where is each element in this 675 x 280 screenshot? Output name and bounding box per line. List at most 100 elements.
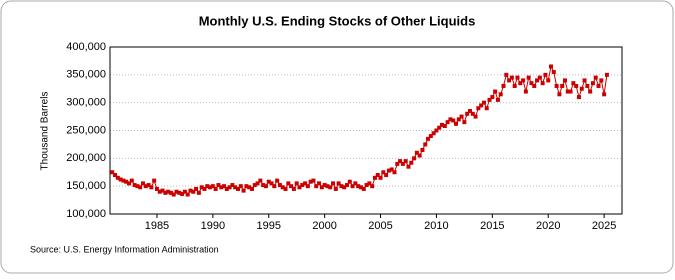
y-tick-label: 350,000 [66,69,106,81]
data-point [585,83,590,88]
data-point [364,183,369,188]
data-point [403,159,408,164]
data-point [238,184,243,189]
data-point [590,81,595,86]
data-point [157,189,162,194]
data-point [196,190,201,195]
data-point [314,184,319,189]
data-point [350,184,355,189]
data-point [230,183,235,188]
data-point [504,72,509,77]
data-point [305,184,310,189]
data-point [412,156,417,161]
data-point [339,184,344,189]
data-point [546,78,551,83]
data-point [216,183,221,188]
data-point [213,186,218,191]
data-point [289,184,294,189]
data-point [568,89,573,94]
data-point [154,186,159,191]
source-note: Source: U.S. Energy Information Administ… [30,244,219,254]
data-point [113,173,118,178]
data-point [171,192,176,197]
data-point [294,181,299,186]
data-point [244,184,249,189]
data-point [409,160,414,165]
data-point [423,142,428,147]
y-tick-label: 150,000 [66,180,106,192]
data-point [347,179,352,184]
data-point [501,83,506,88]
data-point [440,122,445,127]
data-point [277,183,282,188]
data-point [470,111,475,116]
y-tick-label: 400,000 [66,41,106,53]
data-point [263,184,268,189]
data-point [283,186,288,191]
y-axis-label: Thousand Barrels [40,92,51,171]
data-point [208,185,213,190]
data-point [400,161,405,166]
data-point [358,185,363,190]
data-point [180,191,185,196]
y-tick-label: 200,000 [66,152,106,164]
data-point [121,178,126,183]
data-point [526,75,531,80]
data-point [571,81,576,86]
data-point [599,78,604,83]
data-point [543,72,548,77]
x-tick-label: 2025 [592,220,616,232]
data-point [476,106,481,111]
data-point [297,185,302,190]
x-tick-label: 2015 [480,220,504,232]
data-point [498,92,503,97]
data-point [386,168,391,173]
data-point [495,97,500,102]
data-point [554,83,559,88]
x-tick-label: 2020 [536,220,560,232]
data-point [574,83,579,88]
data-point [582,78,587,83]
data-point [557,92,562,97]
data-point [467,109,472,114]
data-point [370,184,375,189]
data-point [414,150,419,155]
data-point [261,183,266,188]
data-point [456,117,461,122]
data-point [168,190,173,195]
data-point [588,89,593,94]
data-point [560,83,565,88]
data-point [442,124,447,129]
data-point [537,75,542,80]
data-point [367,181,372,186]
data-point [135,184,140,189]
x-tick-label: 1990 [201,220,225,232]
data-point [143,184,148,189]
data-point [255,181,260,186]
data-point [241,188,246,193]
data-point [202,186,207,191]
y-tick-label: 300,000 [66,97,106,109]
data-point [163,190,168,195]
data-point [551,70,556,75]
data-point [515,75,520,80]
data-point [191,189,196,194]
data-point [311,178,316,183]
data-point [381,170,386,175]
data-point [398,159,403,164]
data-point [177,190,182,195]
data-point [437,125,442,130]
y-tick-label: 100,000 [66,208,106,220]
data-point [579,86,584,91]
data-point [249,186,254,191]
data-point [481,100,486,105]
x-tick-label: 2010 [424,220,448,232]
data-point [428,134,433,139]
x-tick-label: 1985 [145,220,169,232]
data-point [465,111,470,116]
data-point [160,188,165,193]
data-point [269,181,274,186]
data-point [138,185,143,190]
data-point [406,164,411,169]
